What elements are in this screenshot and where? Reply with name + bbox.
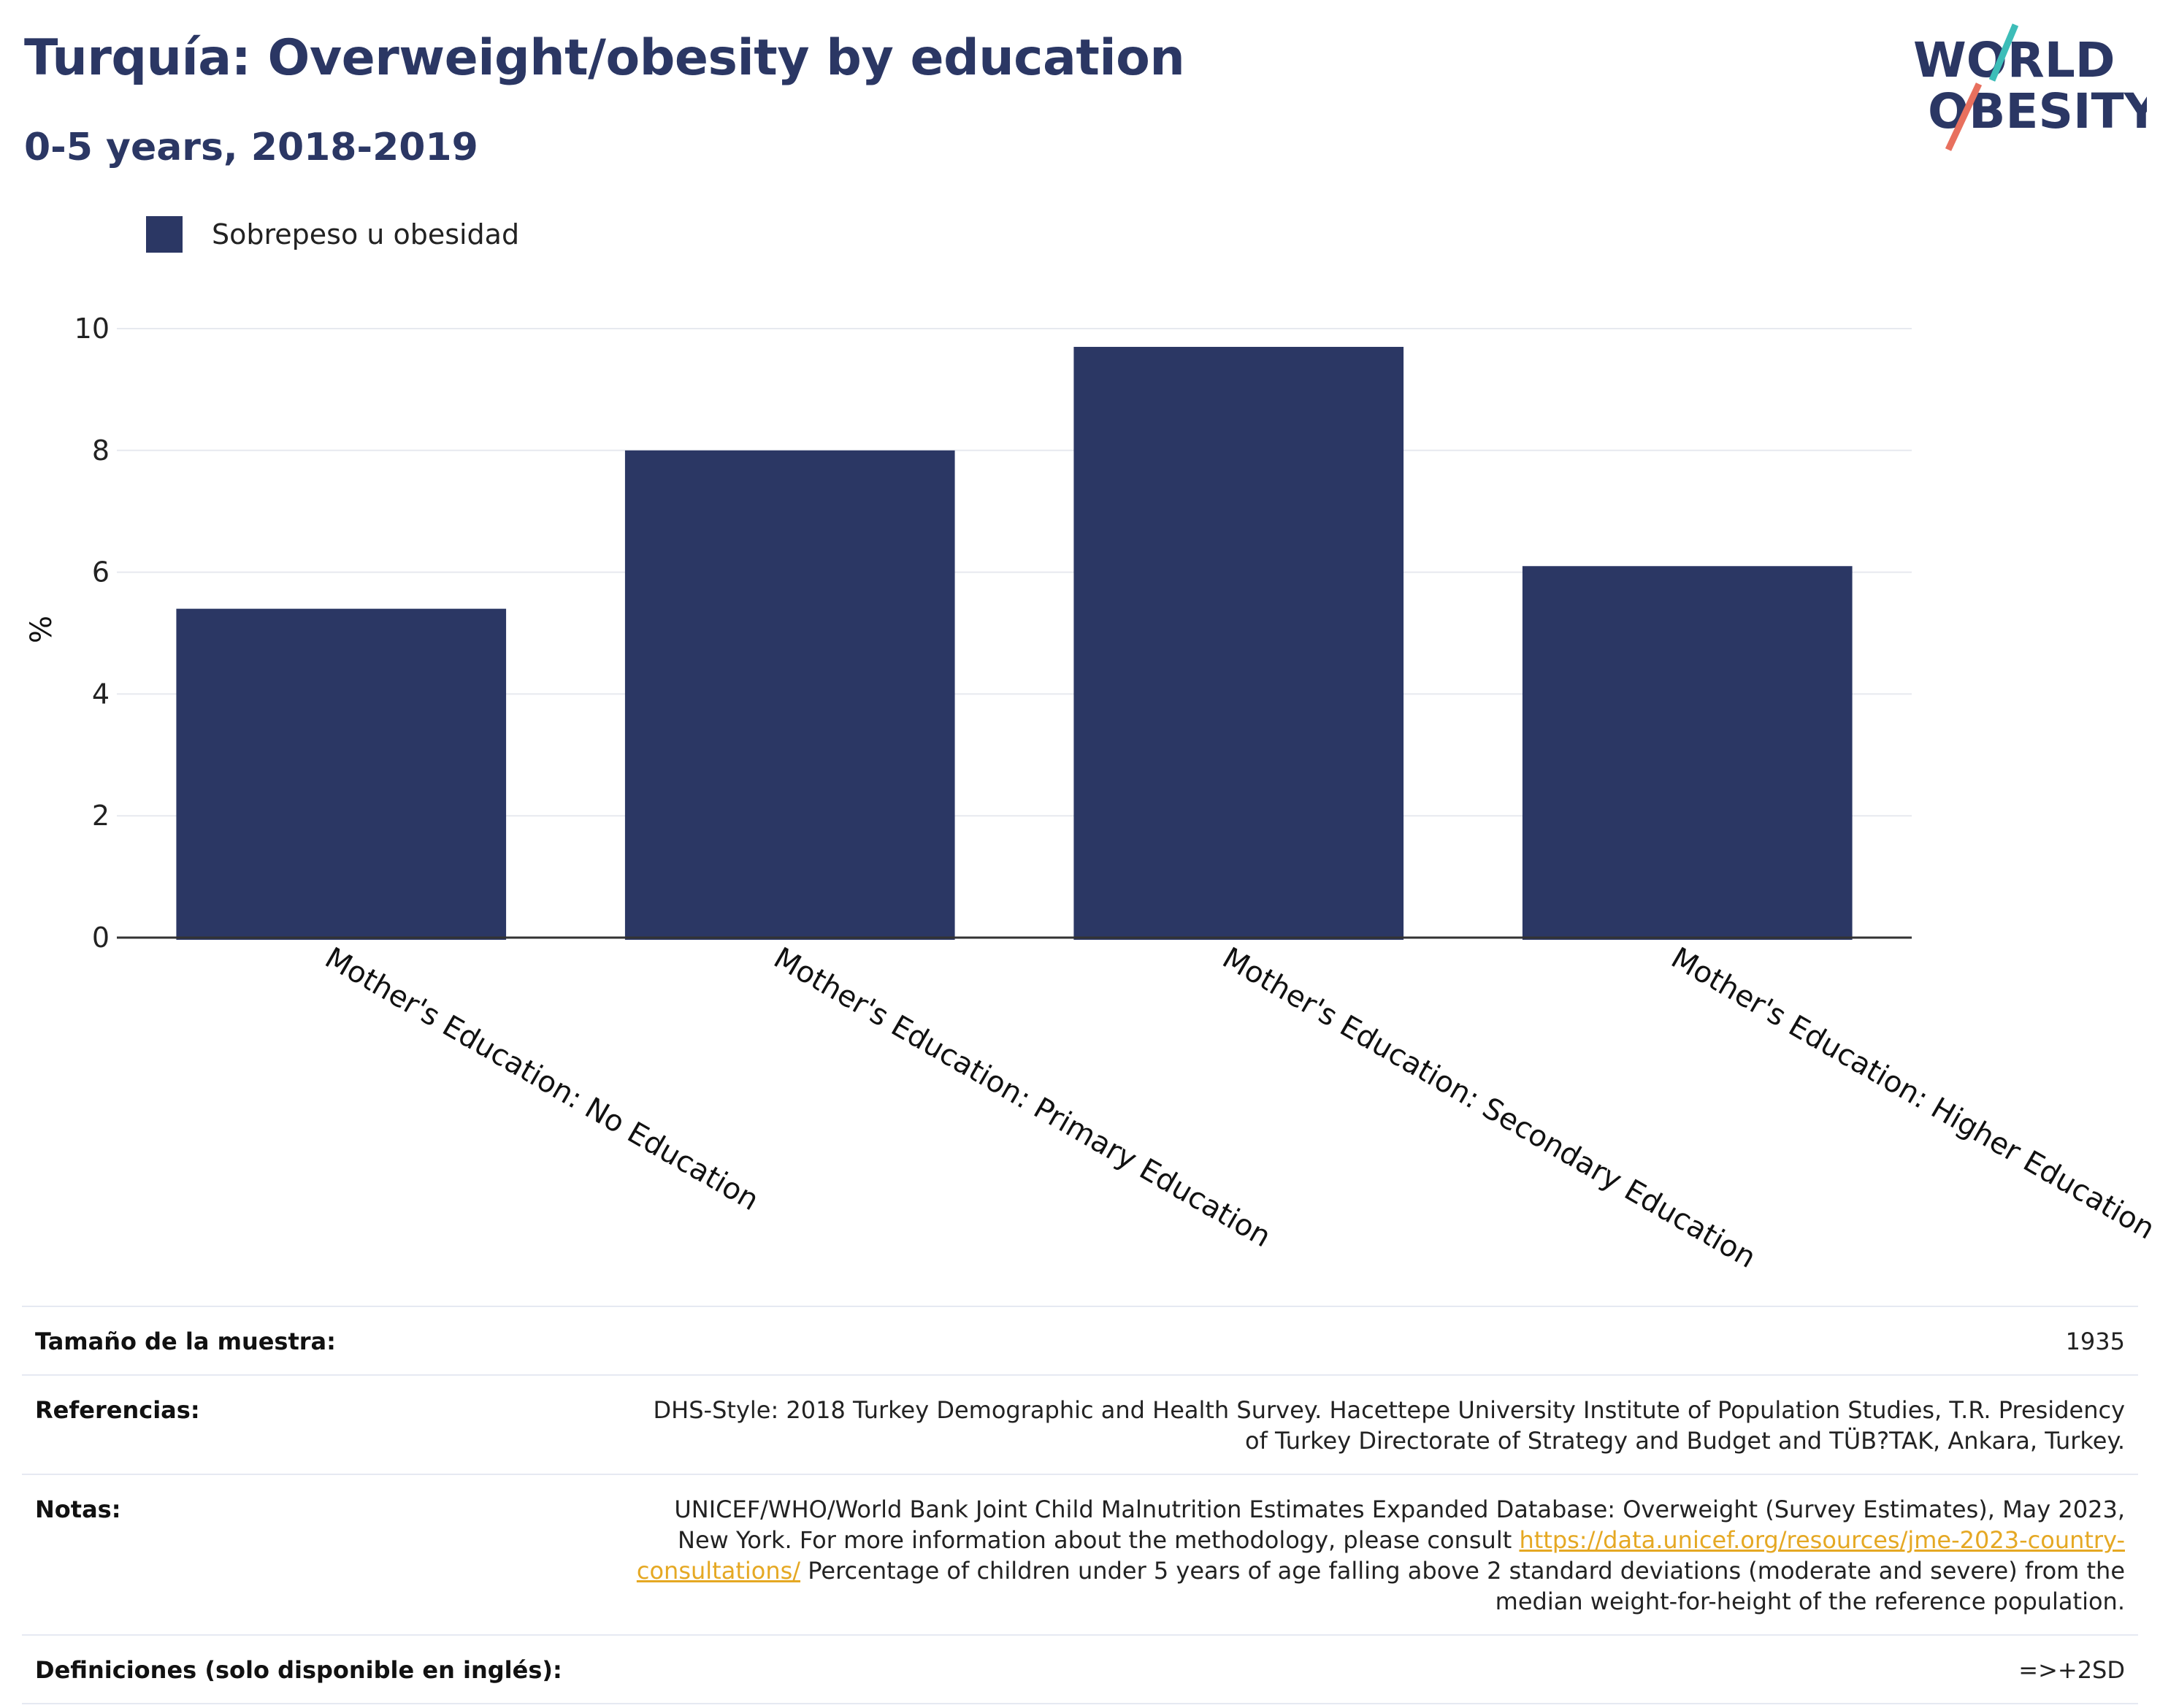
- definitions-value: =>+2SD: [2018, 1656, 2125, 1684]
- legend-swatch: [146, 216, 183, 253]
- logo-slash-coral: [1945, 83, 1983, 151]
- page-subtitle: 0-5 years, 2018-2019: [24, 126, 478, 169]
- page-title: Turquía: Overweight/obesity by education: [24, 29, 1185, 87]
- definitions-label: Definiciones (solo disponible en inglés)…: [35, 1656, 562, 1684]
- y-tick-label: 4: [92, 678, 110, 710]
- notes-text-2: Percentage of children under 5 years of …: [808, 1557, 2125, 1615]
- info-row-sample: Tamaño de la muestra: 1935: [22, 1306, 2138, 1374]
- bars: [176, 347, 1853, 940]
- bar: [1522, 566, 1853, 940]
- notes-text-1: UNICEF/WHO/World Bank Joint Child Malnut…: [674, 1496, 2125, 1554]
- y-axis-label: %: [25, 616, 58, 643]
- bar: [624, 450, 955, 940]
- chart-legend: Sobrepeso u obesidad: [146, 216, 519, 253]
- y-tick-label: 0: [92, 922, 110, 954]
- bar-chart: 0 2 4 6 8 10 Mother's Education: No Education…: [25, 313, 2160, 1275]
- sample-size-label: Tamaño de la muestra:: [35, 1328, 336, 1355]
- x-category-label: Mother's Education: No Education: [319, 941, 764, 1217]
- y-tick-label: 6: [92, 556, 110, 589]
- x-category-label: Mother's Education: Primary Education: [768, 941, 1276, 1255]
- notes-link[interactable]: https://data.unicef.org/resources/jme-20…: [636, 1526, 2125, 1585]
- info-table: Tamaño de la muestra: 1935 Referencias: …: [22, 1306, 2138, 1704]
- y-tick-label: 8: [92, 434, 110, 467]
- y-tick-label: 10: [74, 313, 110, 345]
- info-row-notes: Notas: UNICEF/WHO/World Bank Joint Child…: [22, 1474, 2138, 1634]
- bar: [1073, 347, 1404, 940]
- x-category-label: Mother's Education: Secondary Education: [1217, 941, 1761, 1275]
- notes-value: UNICEF/WHO/World Bank Joint Child Malnut…: [628, 1494, 2125, 1617]
- references-label: Referencias:: [35, 1396, 200, 1424]
- logo-line-1: WORLD: [1913, 32, 2115, 88]
- logo-slash-teal: [1988, 23, 2019, 82]
- world-obesity-logo: WORLD OBESITY: [1913, 23, 2147, 151]
- legend-label: Sobrepeso u obesidad: [212, 218, 520, 250]
- x-category-labels: Mother's Education: No Education Mother's…: [319, 941, 2160, 1275]
- info-row-definitions: Definiciones (solo disponible en inglés)…: [22, 1634, 2138, 1704]
- logo-line-2: OBESITY: [1928, 83, 2147, 139]
- bar: [176, 608, 507, 940]
- notes-label: Notas:: [35, 1496, 121, 1523]
- references-value: DHS-Style: 2018 Turkey Demographic and H…: [653, 1396, 2125, 1455]
- x-category-label: Mother's Education: Higher Education: [1666, 941, 2160, 1246]
- y-tick-labels: 0 2 4 6 8 10: [74, 313, 110, 954]
- sample-size-value: 1935: [2065, 1328, 2125, 1355]
- info-row-references: Referencias: DHS-Style: 2018 Turkey Demo…: [22, 1374, 2138, 1474]
- y-tick-label: 2: [92, 800, 110, 832]
